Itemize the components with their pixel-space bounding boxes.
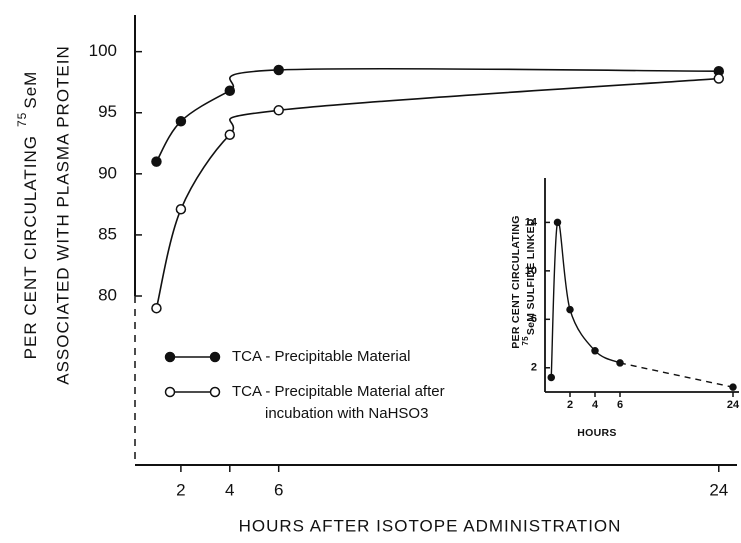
- data-point: [273, 105, 284, 116]
- y-tick-label: 14: [525, 216, 538, 228]
- x-tick-label: 24: [727, 399, 740, 411]
- series-line: [619, 362, 734, 388]
- x-tick-label: 2: [567, 399, 573, 411]
- inset-y-label-isotope: 75: [521, 336, 530, 346]
- x-tick-label: 4: [592, 399, 599, 411]
- legend-label: TCA - Precipitable Material: [232, 348, 411, 365]
- data-point: [566, 305, 574, 314]
- y-tick-label: 85: [98, 224, 117, 243]
- y-tick-label: 95: [98, 102, 117, 121]
- data-point: [729, 383, 737, 391]
- x-tick-label: 2: [176, 480, 185, 499]
- data-point: [616, 359, 624, 367]
- data-point: [273, 64, 284, 76]
- y-tick-label: 6: [531, 313, 537, 325]
- series-line: [550, 220, 621, 378]
- y-tick-label: 2: [531, 362, 537, 374]
- series-line: [155, 77, 719, 309]
- y-tick-label: 90: [98, 163, 117, 182]
- inset-y-label-element: SeM SULFIDE LINKED: [525, 218, 537, 335]
- x-tick-label: 24: [709, 480, 728, 499]
- legend-marker: [164, 351, 176, 363]
- x-tick-label: 6: [617, 399, 623, 411]
- y-axis-label-element: SeM: [21, 71, 40, 109]
- y-axis-label: PER CENT CIRCULATING 75 SeM: [15, 71, 40, 360]
- y-axis-label: ASSOCIATED WITH PLASMA PROTEIN: [53, 45, 72, 385]
- data-point: [151, 156, 162, 167]
- data-point: [713, 73, 725, 84]
- y-tick-label: 80: [98, 285, 117, 304]
- data-point: [547, 373, 555, 382]
- data-point: [175, 116, 187, 127]
- data-point: [224, 85, 236, 96]
- legend-label: TCA - Precipitable Material after incuba…: [232, 383, 445, 422]
- data-point: [591, 347, 599, 355]
- data-point: [175, 204, 187, 215]
- inset-y-label: 75SeM SULFIDE LINKED: [521, 218, 537, 345]
- legend-marker: [164, 386, 176, 398]
- y-tick-label: 10: [525, 265, 537, 277]
- data-point: [151, 302, 162, 314]
- legend-marker: [209, 351, 221, 363]
- x-axis-label: HOURS AFTER ISOTOPE ADMINISTRATION: [239, 516, 622, 535]
- y-axis-label-line: PER CENT CIRCULATING: [21, 135, 40, 359]
- inset-x-label: HOURS: [577, 427, 616, 439]
- x-tick-label: 4: [225, 480, 234, 499]
- x-tick-label: 6: [274, 480, 283, 499]
- data-point: [224, 129, 236, 140]
- inset-y-label: PER CENT CIRCULATING: [510, 215, 522, 349]
- y-tick-label: 100: [89, 41, 117, 60]
- legend-marker: [209, 386, 221, 398]
- data-point: [553, 218, 562, 227]
- y-axis-label-isotope: 75: [15, 112, 29, 127]
